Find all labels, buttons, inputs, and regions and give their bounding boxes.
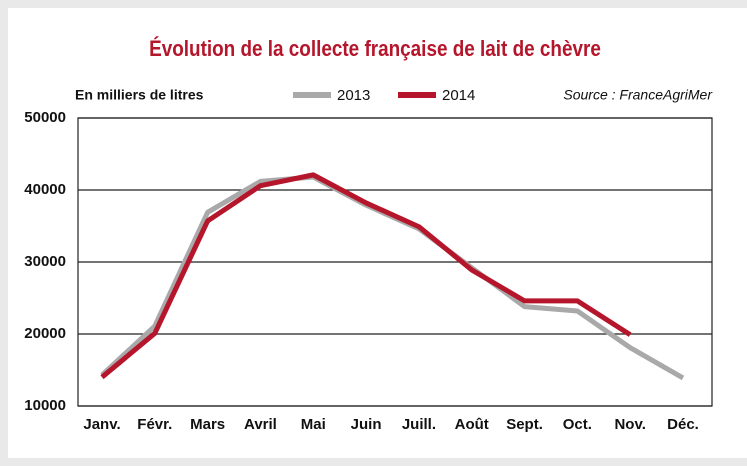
y-tick-label: 50000 bbox=[24, 109, 66, 126]
chart-title: Évolution de la collecte française de la… bbox=[149, 37, 601, 62]
x-tick-label: Déc. bbox=[667, 416, 699, 433]
series-line bbox=[100, 172, 632, 380]
x-tick-label: Févr. bbox=[137, 416, 172, 433]
x-tick-label: Janv. bbox=[83, 416, 120, 433]
source: Source : FranceAgriMer bbox=[563, 87, 713, 103]
y-tick-label: 30000 bbox=[24, 253, 66, 270]
x-tick-label: Mars bbox=[190, 416, 225, 433]
x-tick-label: Oct. bbox=[563, 416, 592, 433]
x-tick-label: Août bbox=[455, 416, 489, 433]
legend-label: 2013 bbox=[337, 87, 370, 104]
y-tick-label: 10000 bbox=[24, 397, 66, 414]
x-tick-label: Mai bbox=[301, 416, 326, 433]
plot-frame bbox=[77, 117, 713, 407]
y-tick-label: 20000 bbox=[24, 325, 66, 342]
subtitle: En milliers de litres bbox=[75, 87, 204, 103]
legend-label: 2014 bbox=[442, 87, 475, 104]
x-tick-label: Avril bbox=[244, 416, 277, 433]
y-tick-label: 40000 bbox=[24, 181, 66, 198]
x-tick-label: Juin bbox=[351, 416, 382, 433]
x-tick-label: Juill. bbox=[402, 416, 436, 433]
background bbox=[8, 8, 747, 458]
x-tick-label: Sept. bbox=[506, 416, 543, 433]
x-tick-label: Nov. bbox=[614, 416, 645, 433]
